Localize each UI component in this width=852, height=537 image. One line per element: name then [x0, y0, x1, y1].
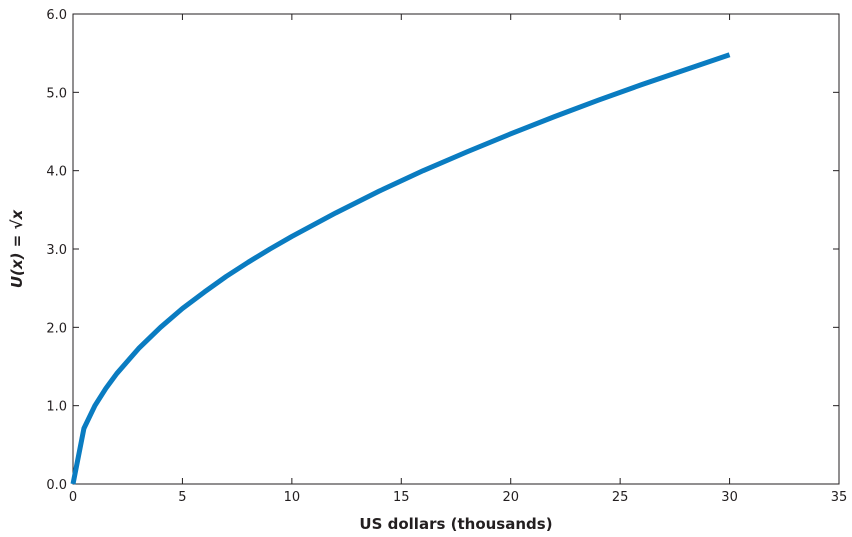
y-tick-label: 2.0	[46, 321, 67, 336]
x-tick-label: 30	[721, 490, 738, 505]
y-axis-ticks: 0.0 1.0 2.0 3.0 4.0 5.0 6.0	[46, 8, 839, 493]
series-layer	[70, 52, 731, 485]
y-tick-label: 5.0	[46, 86, 67, 101]
y-tick-label: 0.0	[46, 478, 67, 493]
y-tick-label: 1.0	[46, 400, 67, 415]
series-line-0	[70, 52, 731, 485]
x-tick-label: 20	[502, 490, 519, 505]
x-axis-ticks: 0 5 10 15 20 25 30 35	[69, 14, 847, 505]
y-tick-label: 4.0	[46, 165, 67, 180]
y-tick-label: 6.0	[46, 8, 67, 23]
x-tick-label: 0	[69, 490, 77, 505]
y-tick-label: 3.0	[46, 243, 67, 258]
x-tick-label: 35	[831, 490, 848, 505]
plot-frame	[72, 13, 840, 485]
x-tick-label: 10	[284, 490, 301, 505]
x-tick-label: 15	[393, 490, 410, 505]
y-axis-title: U(x) = √x	[8, 209, 26, 289]
x-axis-title: US dollars (thousands)	[359, 515, 552, 533]
x-tick-label: 25	[612, 490, 629, 505]
x-tick-label: 5	[178, 490, 186, 505]
